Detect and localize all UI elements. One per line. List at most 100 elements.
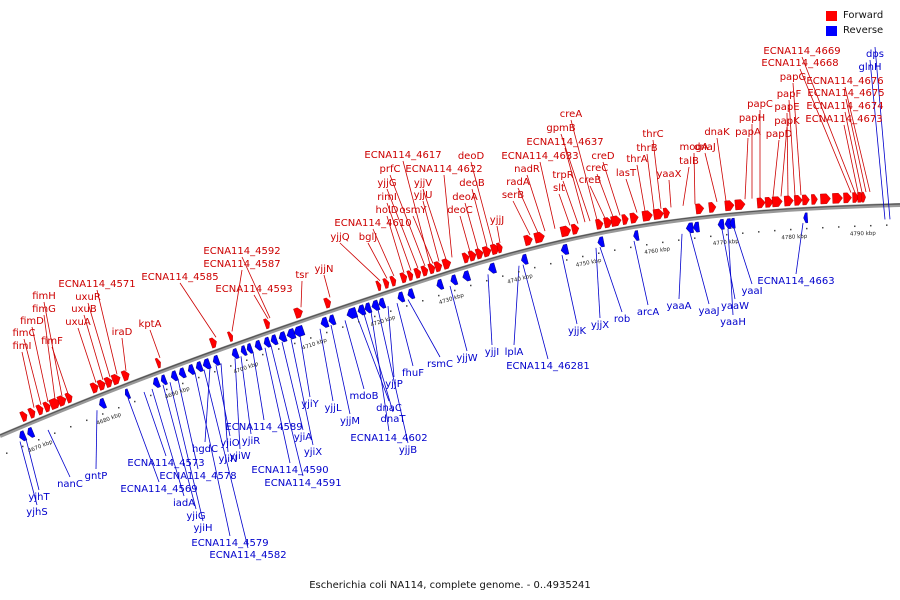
axis-tick-label: 4740 kbp <box>507 273 534 286</box>
forward-gene-arrow <box>96 379 106 391</box>
forward-gene-arrow <box>734 199 746 211</box>
axis-dot <box>853 225 856 228</box>
gene-label-ecna114-4591: ECNA114_4591 <box>264 478 341 489</box>
label-connector <box>733 228 753 285</box>
axis-dot <box>693 237 696 239</box>
reverse-gene-arrow <box>195 361 204 372</box>
label-connector <box>874 46 891 220</box>
reverse-gene-arrow <box>212 354 221 366</box>
gene-label-yjio: yjiO <box>220 438 239 449</box>
forward-gene-arrow <box>427 263 436 275</box>
label-connector <box>252 351 265 421</box>
forward-gene-arrow <box>629 212 639 224</box>
label-connector <box>300 280 303 308</box>
gene-label-crea: creA <box>560 109 583 120</box>
label-connector <box>386 215 405 273</box>
axis-dot <box>885 224 888 226</box>
label-connector <box>51 346 69 394</box>
axis-dot <box>373 315 376 318</box>
forward-gene-arrow <box>523 234 533 247</box>
gene-label-dnat: dnaT <box>381 414 407 425</box>
forward-gene-arrow <box>293 307 303 319</box>
label-connector <box>522 264 549 360</box>
reverse-gene-arrow <box>278 331 288 343</box>
axis-dot <box>69 425 72 428</box>
axis-dot <box>101 413 104 415</box>
label-connector <box>179 282 217 338</box>
label-connector <box>786 112 789 196</box>
axis-dot <box>581 255 584 258</box>
gene-label-ecna114-4676: ECNA114_4676 <box>806 76 883 87</box>
axis-dot <box>869 224 872 227</box>
gene-label-ecna114-4602: ECNA114_4602 <box>350 433 427 444</box>
axis-dot <box>773 229 776 232</box>
axis-dot <box>533 266 536 269</box>
label-connector <box>716 137 727 201</box>
label-connector <box>496 225 501 244</box>
label-connector <box>844 111 863 193</box>
gene-label-arca: arcA <box>637 307 660 318</box>
axis-dot <box>437 294 440 297</box>
axis-dot <box>277 348 280 350</box>
gene-label-yjin: yjiN <box>219 454 238 465</box>
gene-label-yaaw: yaaW <box>721 301 749 312</box>
gene-label-ecna114-4573: ECNA114_4573 <box>127 458 204 469</box>
gene-label-ecna114-4571: ECNA114_4571 <box>58 279 135 290</box>
forward-gene-arrow <box>708 202 717 213</box>
label-connector <box>83 314 104 380</box>
axis-dot <box>757 231 760 233</box>
axis-dot <box>501 275 504 277</box>
forward-gene-arrow <box>110 374 121 386</box>
forward-gene-arrow <box>652 208 664 220</box>
label-connector <box>636 164 646 212</box>
gene-label-osmy: osmY <box>399 205 427 216</box>
label-connector <box>127 397 160 483</box>
label-connector <box>149 329 161 359</box>
label-connector <box>512 200 531 236</box>
axis-tick: 4710 kbp <box>301 337 328 351</box>
axis-dot <box>357 321 360 323</box>
forward-gene-arrow <box>56 395 67 407</box>
gene-label-ecna114-4669: ECNA114_4669 <box>763 46 840 57</box>
label-connector <box>517 187 539 234</box>
gene-label-ecna114-4668: ECNA114_4668 <box>761 58 838 69</box>
gene-label-ecna114-4622: ECNA114_4622 <box>405 164 482 175</box>
gene-label-papd: papD <box>766 129 793 140</box>
forward-gene-arrow <box>208 337 217 349</box>
gene-label-ecna114-4587: ECNA114_4587 <box>203 259 280 270</box>
label-connector <box>95 410 98 470</box>
axis-dot <box>661 241 664 244</box>
gene-label-yjji: yjjI <box>485 347 499 358</box>
gene-label-gntp: gntP <box>85 471 108 482</box>
axis-dot <box>341 326 344 328</box>
gene-label-ecna114-4593: ECNA114_4593 <box>215 284 292 295</box>
reverse-gene-arrow <box>692 221 700 233</box>
gene-label-fhuf: fhuF <box>402 368 424 379</box>
label-connector <box>869 59 886 220</box>
axis-tick-line <box>0 225 900 456</box>
axis-tick-label: 4760 kbp <box>644 246 671 256</box>
reverse-gene-arrow <box>178 367 187 379</box>
axis-dot <box>453 289 456 292</box>
axis-tick: 4680 kbp <box>96 412 123 427</box>
label-connector <box>23 338 42 405</box>
legend: Forward Reverse <box>826 8 892 38</box>
gene-label-yjir: yjiR <box>242 436 260 447</box>
axis-dot <box>613 249 616 251</box>
axis-dot <box>133 400 136 403</box>
label-connector <box>253 294 269 319</box>
axis-dot <box>677 239 680 241</box>
forward-gene-arrow <box>441 258 452 270</box>
forward-gene-arrow <box>764 197 774 208</box>
reverse-gene-arrow <box>685 222 694 234</box>
gene-label-dnak: dnaK <box>704 127 730 138</box>
forward-gene-arrow <box>474 248 484 260</box>
label-connector <box>801 56 856 193</box>
label-connector <box>625 178 638 213</box>
gene-label-lpla: lplA <box>505 347 524 358</box>
axis-dot <box>181 382 184 385</box>
reverse-gene-arrow <box>254 339 263 351</box>
forward-gene-arrow <box>406 270 414 282</box>
